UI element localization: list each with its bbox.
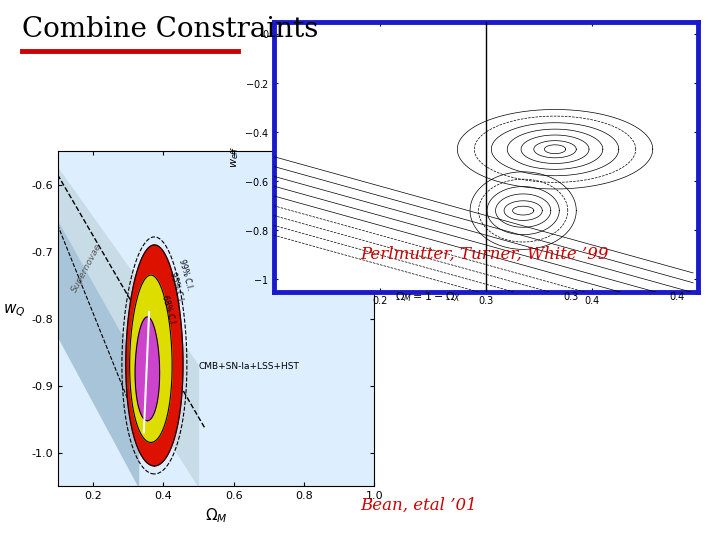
Text: 68% C.I.: 68% C.I. — [160, 295, 176, 327]
Text: 99% C.I.: 99% C.I. — [176, 258, 194, 291]
Y-axis label: $w_{eff}$: $w_{eff}$ — [229, 145, 241, 168]
Polygon shape — [135, 317, 160, 421]
Polygon shape — [130, 275, 172, 442]
Text: Perlmutter, Turner, White ’99: Perlmutter, Turner, White ’99 — [360, 246, 608, 262]
Text: Supernovae: Supernovae — [70, 242, 103, 294]
Polygon shape — [58, 168, 199, 486]
Polygon shape — [126, 245, 183, 466]
Y-axis label: $w_Q$: $w_Q$ — [3, 302, 25, 319]
Text: Bean, etal ’01: Bean, etal ’01 — [360, 497, 477, 514]
Polygon shape — [58, 221, 138, 486]
Text: CMB+SN-Ia+LSS+HST: CMB+SN-Ia+LSS+HST — [199, 362, 300, 371]
Text: Combine Constraints: Combine Constraints — [22, 16, 318, 43]
Text: 0.4: 0.4 — [670, 292, 685, 302]
Text: $\Omega_M = 1 - \Omega_X$: $\Omega_M = 1 - \Omega_X$ — [395, 289, 462, 303]
Text: 95% C.I.: 95% C.I. — [168, 271, 185, 304]
Text: 0.3: 0.3 — [563, 292, 579, 302]
X-axis label: $\Omega_M$: $\Omega_M$ — [204, 507, 228, 525]
